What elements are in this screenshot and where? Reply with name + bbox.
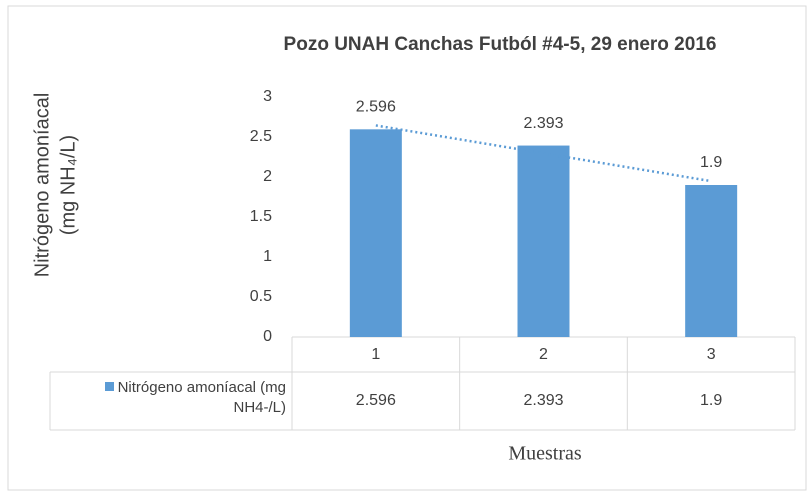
chart-border — [7, 5, 807, 491]
legend-label: Nitrógeno amoníacal (mg NH4-/L) — [117, 379, 286, 416]
y-tick-label: 2 — [263, 168, 272, 185]
y-tick-label: 2.5 — [250, 128, 272, 145]
data-label: 1.9 — [700, 154, 722, 171]
table-value: 2.596 — [356, 392, 396, 409]
bar — [517, 145, 570, 337]
y-axis-label-line: (mg NH₄/L) — [57, 135, 79, 235]
data-label: 2.596 — [356, 99, 396, 116]
bar — [685, 185, 738, 337]
x-tick-label: 2 — [539, 346, 548, 363]
table-value: 2.393 — [523, 392, 563, 409]
legend-cell: Nitrógeno amoníacal (mg NH4-/L) — [60, 378, 286, 418]
trendline — [375, 124, 712, 183]
y-axis-label-line: Nitrógeno amoníacal — [31, 93, 53, 278]
x-tick-label: 3 — [707, 346, 716, 363]
data-label: 2.393 — [523, 115, 563, 132]
legend-swatch — [104, 382, 114, 391]
chart-title: Pozo UNAH Canchas Futból #4-5, 29 enero … — [284, 34, 717, 55]
x-tick-label: 1 — [371, 346, 380, 363]
y-tick-label: 0.5 — [250, 288, 272, 305]
y-axis-label: Nitrógeno amoníacal (mg NH₄/L) — [31, 93, 79, 278]
y-tick-label: 1 — [263, 248, 272, 265]
x-axis-label: Muestras — [508, 443, 582, 465]
bar — [349, 129, 402, 337]
y-tick-label: 0 — [263, 328, 272, 345]
y-tick-label: 3 — [263, 88, 272, 105]
table-value: 1.9 — [700, 392, 722, 409]
y-tick-label: 1.5 — [250, 208, 272, 225]
